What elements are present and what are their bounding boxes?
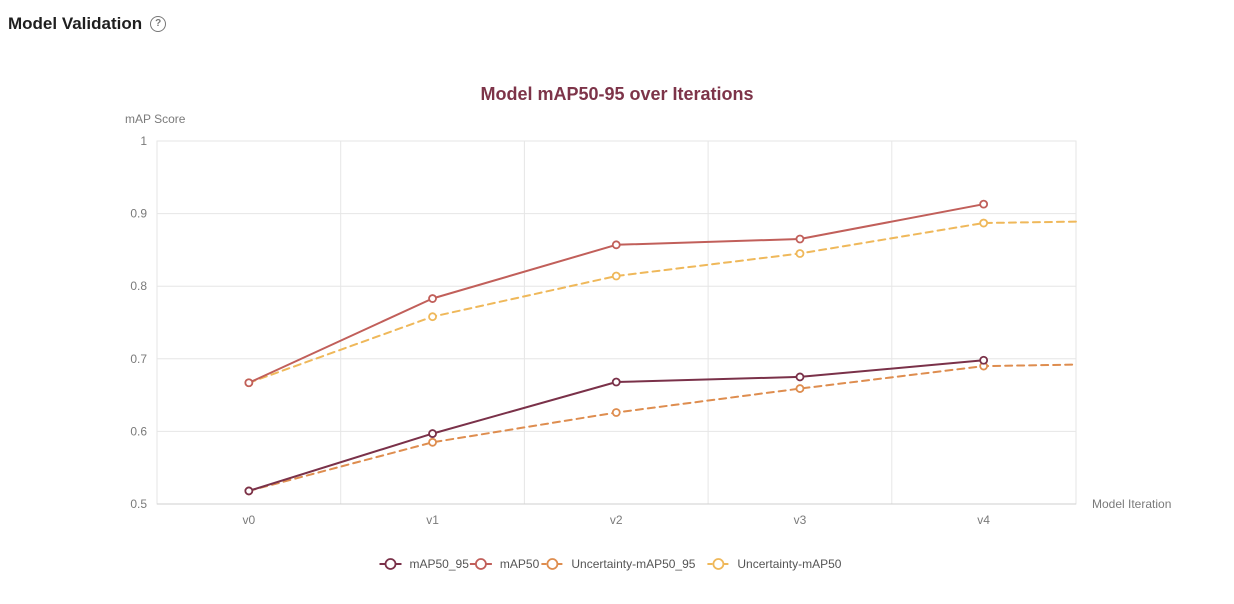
series-line-uncertainty-map50-95 [247,363,1077,492]
data-point [795,234,805,244]
chart-title: Model mAP50-95 over Iterations [480,84,753,104]
y-axis-label: mAP Score [125,112,186,126]
y-tick-label: 0.8 [130,279,147,293]
legend-item: Uncertainty-mAP50 [707,557,842,571]
series-lines [244,199,1077,496]
data-point [611,408,621,417]
y-tick-label: 0.7 [130,352,147,366]
y-tick-label: 0.9 [130,207,147,221]
data-point [244,486,254,496]
series-line-map50 [247,203,985,384]
x-tick-label: v1 [426,513,439,527]
data-point [428,437,437,447]
legend-marker [546,558,559,570]
y-tick-label: 1 [140,134,147,148]
y-tick-label: 0.6 [130,424,147,438]
legend-marker [474,558,487,570]
data-point [979,199,989,209]
series-line-uncertainty-map50 [247,220,1077,384]
data-point [244,378,254,388]
legend-label: mAP50_95 [410,557,470,571]
data-point [611,377,621,387]
x-tick-label: v0 [243,513,256,527]
axis-ticks: 0.5 0.6 0.7 0.8 0.9 1 v0 v1 v2 v3 v4 [130,134,990,527]
legend-marker [384,558,397,570]
legend-label: mAP50 [500,557,540,571]
x-tick-label: v4 [977,513,990,527]
data-point [795,372,805,382]
data-point [428,312,437,322]
data-point [979,355,989,365]
grid [156,140,1077,505]
section-header: Model Validation ? [8,14,167,34]
data-point [979,218,989,228]
y-tick-label: 0.5 [130,497,147,511]
legend-item: Uncertainty-mAP50_95 [541,557,696,571]
data-point [795,384,805,393]
x-tick-label: v2 [610,513,623,527]
x-tick-label: v3 [794,513,807,527]
data-point [428,294,437,303]
legend-item: mAP50 [469,557,540,571]
x-axis-label: Model Iteration [1092,497,1171,511]
data-point [611,271,621,281]
legend-label: Uncertainty-mAP50 [737,557,841,571]
data-point [611,240,621,250]
data-point [795,249,805,258]
legend-item: mAP50_95 [379,557,470,571]
data-point [428,429,437,438]
section-title: Model Validation [8,14,143,33]
plot-frame [156,140,1077,505]
legend-marker [712,558,725,570]
question-circle-icon[interactable]: ? [150,16,167,32]
legend: mAP50_95 mAP50 Uncertainty-mAP50_95 Uncerta… [379,557,842,571]
legend-label: Uncertainty-mAP50_95 [571,557,695,571]
